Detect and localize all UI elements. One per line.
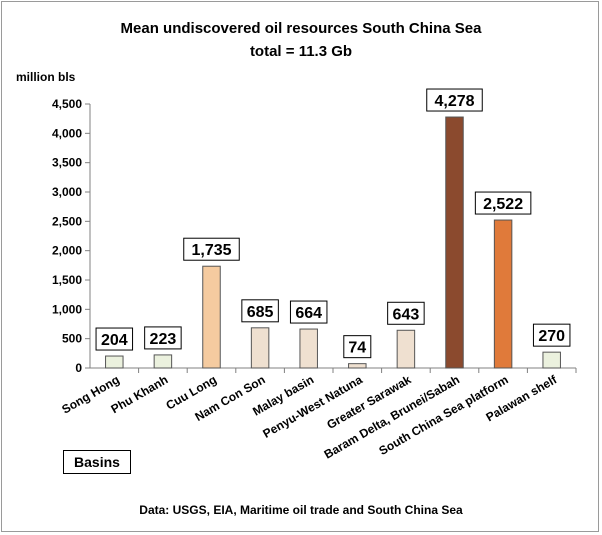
bar	[250, 327, 270, 369]
bar	[105, 355, 124, 369]
y-tick-label: 1,500	[52, 273, 82, 287]
data-label-box	[289, 300, 328, 324]
data-label: 74	[348, 340, 366, 357]
data-label-box	[532, 323, 571, 347]
data-label: 1,735	[191, 242, 231, 259]
data-label: 643	[393, 306, 420, 323]
y-tick-label: 3,500	[52, 156, 82, 170]
data-label-box	[426, 88, 483, 112]
y-tick-label: 2,500	[52, 214, 82, 228]
data-label: 685	[247, 304, 274, 321]
data-label-box	[387, 301, 425, 325]
bar	[493, 219, 513, 369]
y-tick-label: 2,000	[52, 244, 82, 258]
data-label-box	[343, 335, 372, 359]
data-label-box	[241, 299, 279, 323]
data-label: 270	[538, 328, 565, 345]
data-label: 204	[101, 332, 128, 349]
y-tick-label: 500	[62, 332, 82, 346]
x-axis-title: Basins	[63, 450, 131, 474]
chart-title: Mean undiscovered oil resources South Ch…	[120, 20, 482, 37]
bar	[445, 116, 464, 369]
bar	[299, 328, 318, 369]
data-label-box	[95, 327, 134, 351]
data-label: 4,278	[434, 93, 474, 110]
data-label-box	[474, 191, 532, 215]
data-label: 2,522	[483, 196, 523, 213]
bar	[396, 329, 416, 369]
y-tick-label: 4,000	[52, 126, 82, 140]
bar	[348, 363, 367, 369]
y-tick-label: 1,000	[52, 302, 82, 316]
y-tick-label: 0	[75, 361, 82, 375]
data-label-box	[144, 326, 182, 350]
data-label: 664	[295, 305, 322, 322]
chart-subtitle: total = 11.3 Gb	[249, 43, 353, 60]
data-label: 223	[150, 331, 177, 348]
y-tick-label: 3,000	[52, 185, 82, 199]
y-axis-unit-label: million bls	[16, 70, 76, 84]
bar	[202, 265, 221, 369]
y-tick-label: 4,500	[52, 97, 82, 111]
data-label-box	[183, 237, 240, 261]
bar	[153, 354, 173, 369]
data-source-note: Data: USGS, EIA, Maritime oil trade and …	[139, 503, 463, 517]
bar	[542, 351, 561, 369]
